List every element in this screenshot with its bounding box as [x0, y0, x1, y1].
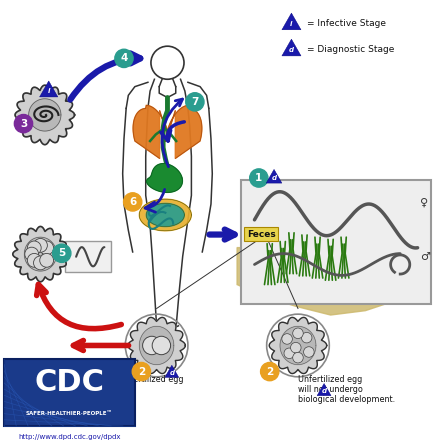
Polygon shape: [281, 13, 300, 30]
FancyArrowPatch shape: [70, 54, 140, 100]
Circle shape: [25, 247, 39, 261]
Polygon shape: [29, 99, 61, 131]
Polygon shape: [139, 326, 174, 365]
Polygon shape: [13, 226, 68, 282]
Circle shape: [152, 336, 170, 355]
FancyBboxPatch shape: [241, 180, 430, 304]
Circle shape: [53, 244, 71, 262]
Text: Unfertilized egg
will not undergo
biological development.: Unfertilized egg will not undergo biolog…: [297, 375, 394, 404]
Polygon shape: [237, 248, 421, 315]
Polygon shape: [128, 317, 185, 373]
Circle shape: [42, 247, 56, 261]
Circle shape: [132, 362, 150, 381]
Text: i: i: [289, 21, 292, 27]
Circle shape: [281, 334, 292, 344]
FancyArrowPatch shape: [145, 190, 164, 212]
Circle shape: [142, 336, 161, 355]
Circle shape: [39, 253, 53, 267]
Polygon shape: [165, 105, 201, 159]
Circle shape: [185, 93, 204, 111]
Circle shape: [115, 49, 133, 67]
Circle shape: [292, 352, 302, 363]
Text: 2: 2: [266, 366, 273, 377]
FancyBboxPatch shape: [65, 241, 111, 272]
Circle shape: [14, 114, 33, 133]
Circle shape: [290, 342, 300, 353]
Text: 1: 1: [255, 173, 262, 183]
Circle shape: [33, 256, 47, 270]
Circle shape: [39, 241, 53, 255]
Circle shape: [301, 332, 311, 343]
Circle shape: [292, 328, 302, 338]
Text: http://www.dpd.cdc.gov/dpdx: http://www.dpd.cdc.gov/dpdx: [18, 434, 121, 440]
Circle shape: [27, 253, 41, 267]
Polygon shape: [146, 163, 182, 192]
Circle shape: [27, 241, 41, 255]
Text: d: d: [271, 175, 276, 181]
Text: d: d: [321, 389, 326, 395]
Text: 4: 4: [120, 53, 127, 63]
Text: = Infective Stage: = Infective Stage: [306, 19, 385, 28]
Polygon shape: [279, 326, 315, 365]
FancyArrowPatch shape: [36, 284, 121, 329]
Text: 5: 5: [58, 248, 65, 258]
Polygon shape: [39, 81, 58, 97]
Circle shape: [283, 348, 294, 358]
Text: SAFER·HEALTHIER·PEOPLE™: SAFER·HEALTHIER·PEOPLE™: [26, 411, 113, 416]
Circle shape: [303, 347, 313, 357]
FancyArrowPatch shape: [161, 122, 184, 141]
Circle shape: [123, 193, 141, 211]
Polygon shape: [266, 169, 281, 183]
Polygon shape: [164, 365, 178, 377]
Polygon shape: [146, 203, 184, 226]
Polygon shape: [24, 237, 56, 271]
Text: ♂: ♂: [419, 252, 429, 262]
Circle shape: [249, 169, 267, 187]
Polygon shape: [133, 105, 169, 159]
Polygon shape: [269, 317, 326, 373]
Polygon shape: [15, 85, 74, 145]
Polygon shape: [281, 39, 300, 56]
Polygon shape: [139, 199, 191, 231]
FancyBboxPatch shape: [4, 358, 135, 426]
Circle shape: [33, 238, 47, 252]
Circle shape: [260, 362, 278, 381]
Text: 2: 2: [138, 366, 145, 377]
Polygon shape: [316, 384, 330, 396]
Text: i: i: [47, 89, 50, 94]
Text: 3: 3: [20, 119, 27, 128]
Text: Fertilized egg: Fertilized egg: [129, 375, 184, 384]
Text: d: d: [169, 370, 174, 376]
Text: d: d: [288, 47, 293, 53]
Text: = Diagnostic Stage: = Diagnostic Stage: [306, 45, 393, 54]
Text: 6: 6: [129, 197, 136, 207]
Text: 7: 7: [191, 97, 198, 107]
Text: Feces: Feces: [247, 229, 275, 239]
FancyBboxPatch shape: [244, 227, 278, 241]
Text: CDC: CDC: [35, 368, 104, 396]
Text: ♀: ♀: [419, 198, 427, 207]
